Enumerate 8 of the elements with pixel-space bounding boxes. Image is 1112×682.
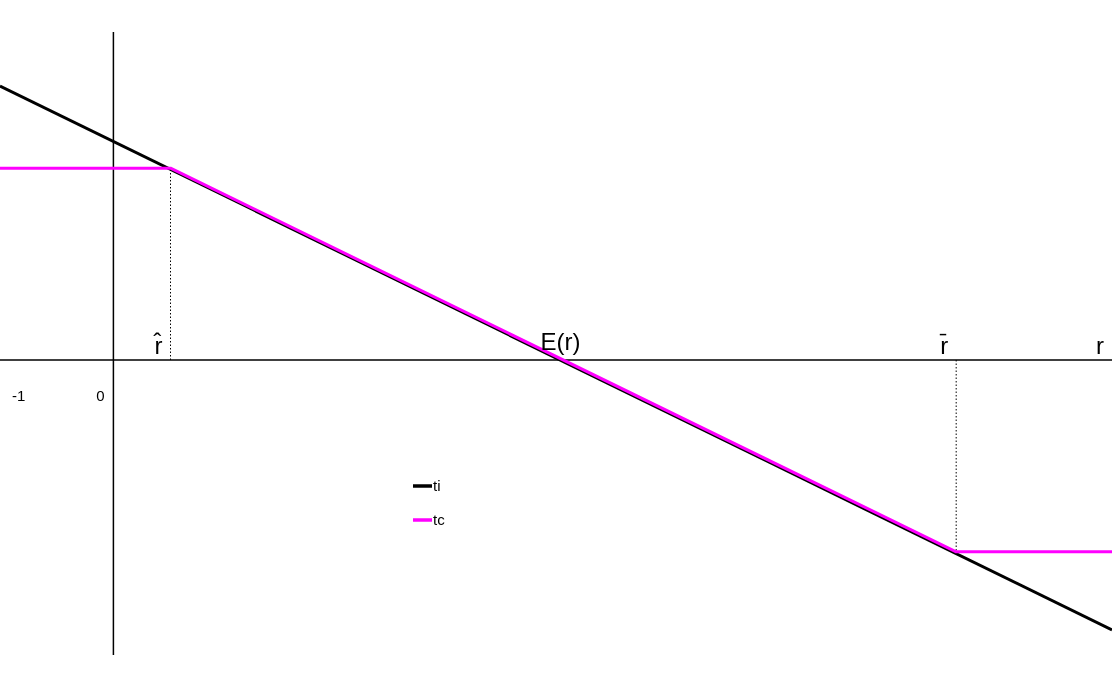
legend-label: tc: [433, 511, 446, 528]
x-tick-label: -1: [12, 386, 26, 404]
x-axis-title: r: [1096, 331, 1104, 359]
ref-line-label: r̂: [153, 331, 163, 359]
legend-label: ti: [433, 477, 441, 494]
x-tick-label: 0: [96, 386, 105, 404]
annotation: E(r): [540, 327, 581, 355]
ref-line-label: r̄: [938, 331, 949, 359]
